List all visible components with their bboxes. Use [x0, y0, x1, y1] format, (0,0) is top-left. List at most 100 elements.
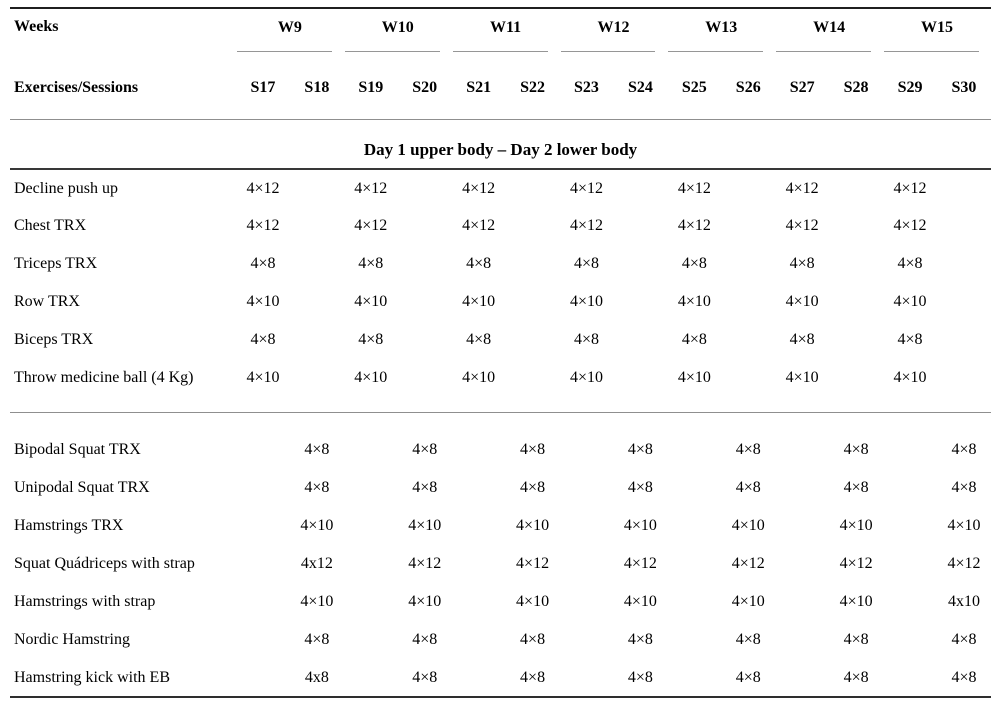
sets-reps-cell — [775, 431, 829, 469]
week-label: W12 — [597, 19, 630, 36]
section-header-row: Day 1 upper body – Day 2 lower body — [10, 119, 991, 170]
sets-reps-cell: 4×10 — [839, 517, 873, 534]
sets-reps-cell: 4×10 — [354, 369, 388, 386]
sets-reps-cell — [398, 169, 452, 207]
sets-reps-cell: 4×10 — [408, 593, 442, 610]
sets-reps-cell: 4×12 — [516, 555, 550, 572]
sets-reps-cell: 4×12 — [893, 179, 927, 197]
upper-body-exercise-row: Throw medicine ball (4 Kg) 4×10 4×10 4×10 4×… — [10, 359, 991, 397]
sets-reps-cell: 4×8 — [843, 668, 869, 686]
sets-reps-cell: 4×8 — [466, 331, 492, 348]
week-underline — [884, 51, 979, 52]
week-underline — [344, 51, 440, 52]
week-header-w10: W10 — [344, 8, 452, 57]
exercise-name: Bipodal Squat TRX — [14, 441, 141, 458]
session-header-s20: S20 — [397, 57, 452, 120]
sets-reps-cell: 4×8 — [304, 631, 330, 648]
sets-reps-cell — [667, 583, 721, 621]
sets-reps-cell: 4×10 — [785, 293, 819, 310]
sets-reps-cell: 4×12 — [731, 555, 765, 572]
sets-reps-cell — [721, 169, 775, 207]
sets-reps-cell: 4×10 — [516, 593, 550, 610]
upper-body-exercise-row: Biceps TRX 4×8 4×8 4×8 4×8 4×8 4×8 4×8 — [10, 321, 991, 359]
exercise-name: Row TRX — [14, 293, 80, 310]
sets-reps-cell — [721, 283, 775, 321]
sets-reps-cell: 4x8 — [304, 668, 329, 686]
sets-reps-cell: 4×8 — [843, 479, 869, 496]
sets-reps-cell — [721, 321, 775, 359]
week-label: W10 — [381, 19, 414, 36]
sets-reps-cell: 4×10 — [516, 517, 550, 534]
session-header-s29: S29 — [883, 57, 937, 120]
sets-reps-cell: 4×8 — [789, 331, 815, 348]
sets-reps-cell — [613, 359, 667, 397]
sets-reps-cell: 4×8 — [681, 331, 707, 348]
sets-reps-cell — [560, 545, 614, 583]
sets-reps-cell — [937, 283, 991, 321]
sets-reps-cell — [721, 245, 775, 283]
sets-reps-cell: 4×12 — [354, 179, 388, 197]
sets-reps-cell: 4×8 — [520, 668, 546, 686]
week-label: W11 — [490, 19, 522, 36]
week-header-w9: W9 — [236, 8, 344, 57]
sets-reps-cell — [452, 583, 506, 621]
session-header-s21: S21 — [451, 57, 506, 120]
sets-reps-cell: 4×12 — [408, 555, 442, 572]
sets-reps-cell: 4×12 — [947, 555, 981, 572]
lower-body-exercise-row: Hamstrings TRX 4×10 4×10 4×10 4×10 4×10 4×10 4×… — [10, 507, 991, 545]
sets-reps-cell: 4×12 — [246, 179, 280, 197]
sets-reps-cell — [398, 207, 452, 245]
sets-reps-cell — [452, 469, 506, 507]
sets-reps-cell: 4×12 — [569, 179, 603, 197]
sets-reps-cell — [506, 169, 560, 207]
upper-body-rows: Decline push up 4×12 4×12 4×12 4×12 4×12 4×12 4… — [10, 169, 991, 397]
sets-reps-cell — [344, 431, 398, 469]
sets-reps-cell — [883, 431, 937, 469]
sets-reps-cell — [613, 169, 667, 207]
sets-reps-cell — [883, 545, 937, 583]
sets-reps-cell — [937, 245, 991, 283]
sets-reps-cell: 4×12 — [839, 555, 873, 572]
sets-reps-cell: 4×8 — [358, 255, 384, 272]
sets-reps-cell — [775, 469, 829, 507]
sets-reps-cell: 4×8 — [573, 255, 599, 272]
sets-reps-cell — [506, 207, 560, 245]
sets-reps-cell: 4×10 — [893, 293, 927, 310]
section-band: Day 1 upper body – Day 2 lower body — [10, 119, 991, 170]
sets-reps-cell: 4×8 — [897, 331, 923, 348]
session-header-s27: S27 — [775, 57, 830, 120]
sets-reps-cell — [775, 621, 829, 659]
sets-reps-cell: 4×8 — [250, 255, 276, 272]
sets-reps-cell — [829, 207, 883, 245]
sets-reps-cell — [506, 245, 560, 283]
sets-reps-cell — [613, 283, 667, 321]
sets-reps-cell — [829, 359, 883, 397]
sets-reps-cell: 4×10 — [947, 517, 981, 534]
sets-reps-cell — [344, 507, 398, 545]
session-header-s19: S19 — [343, 57, 398, 120]
week-label: W9 — [277, 19, 302, 36]
sets-reps-cell: 4×8 — [358, 331, 384, 348]
lower-body-exercise-row: Nordic Hamstring 4×8 4×8 4×8 4×8 4×8 4×8 4×8 — [10, 621, 991, 659]
week-header-w11: W11 — [452, 8, 560, 57]
lower-body-exercise-row: Bipodal Squat TRX 4×8 4×8 4×8 4×8 4×8 4×8 4×8 — [10, 431, 991, 469]
separator-space-row — [10, 397, 991, 413]
sets-reps-cell: 4×8 — [843, 441, 869, 458]
sets-reps-cell: 4×8 — [735, 631, 761, 648]
sets-reps-cell: 4×10 — [569, 369, 603, 386]
sets-reps-cell: 4×12 — [677, 217, 711, 234]
sets-reps-cell — [452, 431, 506, 469]
sets-reps-cell: 4×10 — [246, 293, 280, 310]
exercise-name: Triceps TRX — [14, 255, 98, 272]
sets-reps-cell — [667, 507, 721, 545]
week-underline — [452, 51, 548, 52]
sets-reps-cell — [829, 245, 883, 283]
lower-body-exercise-row: Unipodal Squat TRX 4×8 4×8 4×8 4×8 4×8 4×8 4×8 — [10, 469, 991, 507]
sets-reps-cell — [398, 245, 452, 283]
sets-reps-cell: 4×8 — [951, 441, 977, 458]
sets-reps-cell — [398, 359, 452, 397]
sets-reps-cell: 4x12 — [300, 555, 333, 572]
sets-reps-cell — [236, 431, 290, 469]
sets-reps-cell: 4×8 — [412, 631, 438, 648]
sets-reps-cell: 4×10 — [246, 369, 280, 386]
